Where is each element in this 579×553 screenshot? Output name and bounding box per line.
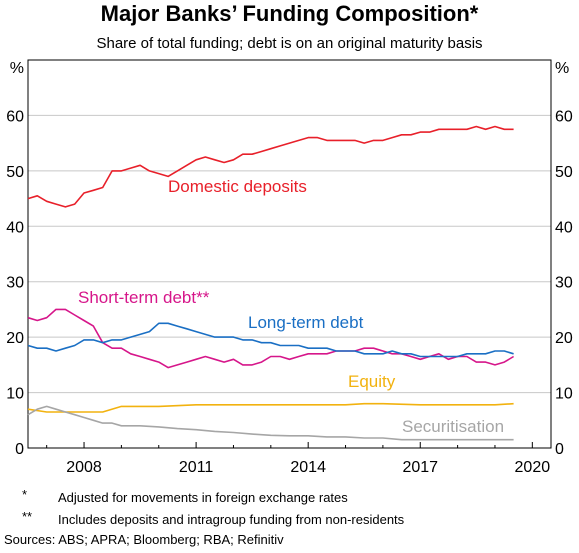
series-line-short-term-debt bbox=[27, 308, 515, 369]
y-tick-left-10: 10 bbox=[6, 386, 24, 403]
footnote-1-mark: * bbox=[22, 487, 28, 502]
y-tick-right-0: 0 bbox=[555, 441, 564, 458]
y-tick-right-30: 30 bbox=[555, 275, 573, 292]
series-label-securitisation: Securitisation bbox=[402, 417, 504, 436]
y-unit-right: % bbox=[555, 60, 569, 77]
y-tick-left-60: 60 bbox=[6, 108, 24, 125]
x-tick-label-2008: 2008 bbox=[66, 459, 102, 476]
x-tick-label-2020: 2020 bbox=[515, 459, 551, 476]
y-tick-left-0: 0 bbox=[15, 441, 24, 458]
footnote-2-mark: ** bbox=[22, 509, 33, 524]
series-label-equity: Equity bbox=[348, 372, 396, 391]
x-tick-label-2017: 2017 bbox=[402, 459, 438, 476]
y-tick-right-40: 40 bbox=[555, 219, 573, 236]
footnote-1-text: Adjusted for movements in foreign exchan… bbox=[58, 490, 348, 505]
footnote-2-text: Includes deposits and intragroup funding… bbox=[58, 512, 405, 527]
chart-title: Major Banks’ Funding Composition* bbox=[100, 1, 479, 26]
y-tick-left-50: 50 bbox=[6, 164, 24, 181]
y-tick-left-40: 40 bbox=[6, 219, 24, 236]
series-label-domestic-deposits: Domestic deposits bbox=[168, 177, 307, 196]
series-line-long-term-debt bbox=[27, 322, 514, 358]
series-label-long-term-debt: Long-term debt bbox=[248, 313, 364, 332]
plot-frame bbox=[27, 59, 552, 449]
x-tick-label-2011: 2011 bbox=[179, 459, 214, 476]
sources-note: Sources: ABS; APRA; Bloomberg; RBA; Refi… bbox=[4, 532, 284, 547]
series-line-equity bbox=[27, 402, 514, 413]
x-tick-label-2014: 2014 bbox=[290, 459, 326, 476]
y-tick-left-20: 20 bbox=[6, 330, 24, 347]
y-tick-left-30: 30 bbox=[6, 275, 24, 292]
chart-subtitle: Share of total funding; debt is on an or… bbox=[96, 35, 483, 52]
y-tick-right-60: 60 bbox=[555, 108, 573, 125]
y-tick-right-20: 20 bbox=[555, 330, 573, 347]
y-unit-left: % bbox=[10, 60, 24, 77]
y-tick-right-10: 10 bbox=[555, 386, 573, 403]
y-tick-right-50: 50 bbox=[555, 164, 573, 181]
series-label-short-term-debt: Short-term debt** bbox=[78, 288, 210, 307]
series-line-securitisation bbox=[27, 405, 514, 441]
series-line-domestic-deposits bbox=[27, 125, 514, 208]
